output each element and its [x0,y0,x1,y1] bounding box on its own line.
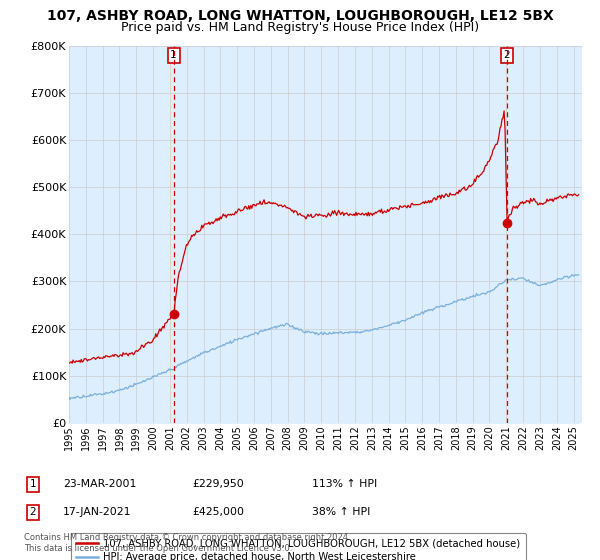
Text: 1: 1 [170,50,177,60]
Text: Price paid vs. HM Land Registry's House Price Index (HPI): Price paid vs. HM Land Registry's House … [121,21,479,34]
Text: 2: 2 [503,50,510,60]
Text: 23-MAR-2001: 23-MAR-2001 [63,479,136,489]
Text: Contains HM Land Registry data © Crown copyright and database right 2024.: Contains HM Land Registry data © Crown c… [24,533,350,542]
Legend: 107, ASHBY ROAD, LONG WHATTON, LOUGHBOROUGH, LE12 5BX (detached house), HPI: Ave: 107, ASHBY ROAD, LONG WHATTON, LOUGHBORO… [71,533,526,560]
Text: 2: 2 [29,507,37,517]
Text: £229,950: £229,950 [192,479,244,489]
Text: 113% ↑ HPI: 113% ↑ HPI [312,479,377,489]
Text: 17-JAN-2021: 17-JAN-2021 [63,507,131,517]
Text: 1: 1 [29,479,37,489]
Text: £425,000: £425,000 [192,507,244,517]
Text: 38% ↑ HPI: 38% ↑ HPI [312,507,370,517]
Text: This data is licensed under the Open Government Licence v3.0.: This data is licensed under the Open Gov… [24,544,292,553]
Text: 107, ASHBY ROAD, LONG WHATTON, LOUGHBOROUGH, LE12 5BX: 107, ASHBY ROAD, LONG WHATTON, LOUGHBORO… [47,9,553,23]
